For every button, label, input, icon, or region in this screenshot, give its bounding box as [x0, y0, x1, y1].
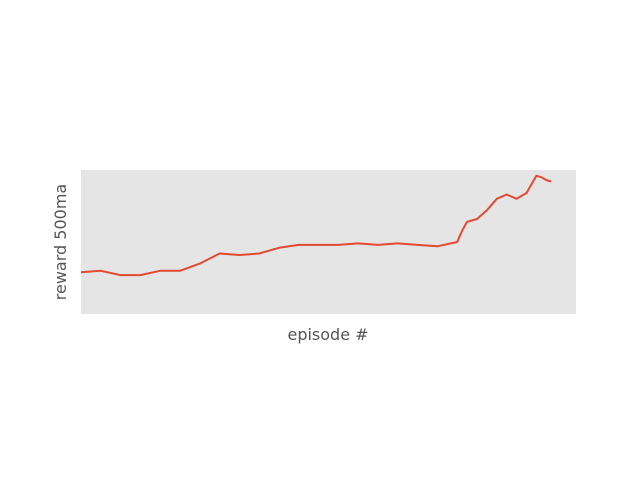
plot-area — [81, 170, 576, 314]
x-axis-label: episode # — [287, 325, 368, 344]
y-axis-label: reward 500ma — [51, 184, 70, 300]
series-line-0 — [80, 174, 552, 277]
series-layer — [80, 174, 552, 277]
